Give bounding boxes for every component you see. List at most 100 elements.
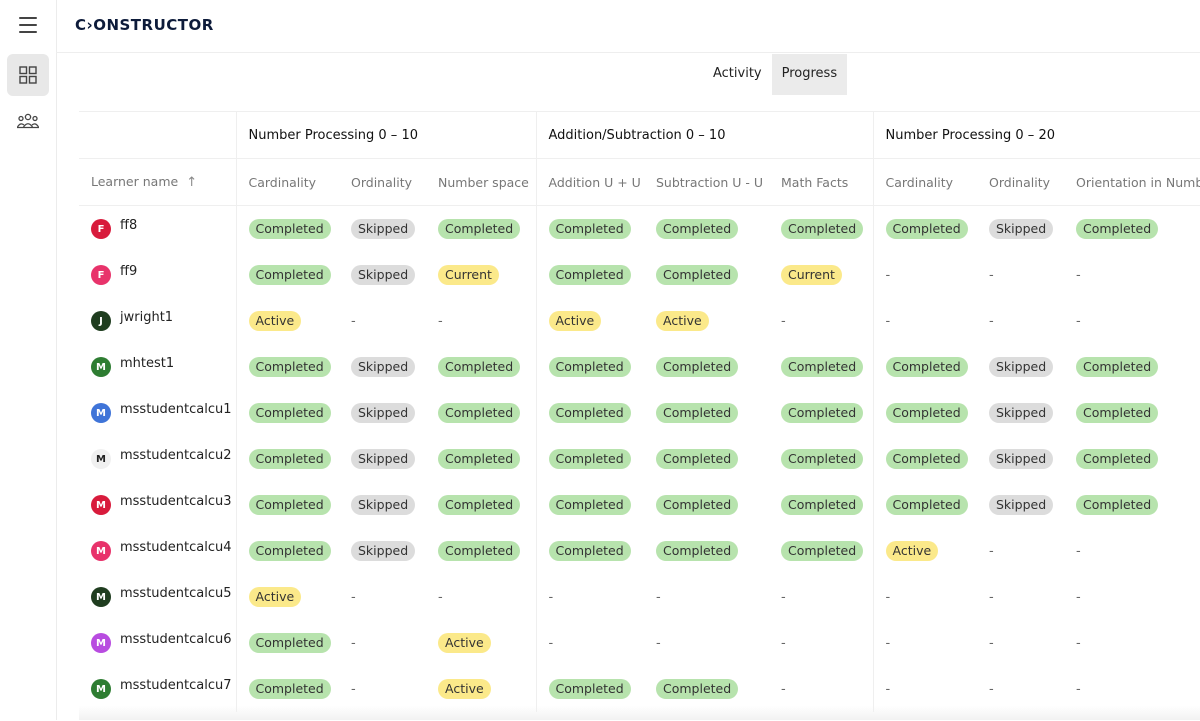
status-cell: Completed (426, 390, 536, 436)
status-cell: Skipped (977, 206, 1064, 253)
status-cell: Completed (1064, 482, 1200, 528)
status-cell: - (872, 666, 977, 712)
status-cell: Skipped (339, 206, 426, 253)
status-cell: Completed (644, 344, 769, 390)
status-badge: Completed (248, 633, 331, 653)
rail-item-dashboard[interactable] (7, 54, 49, 96)
status-cell: Completed (769, 436, 873, 482)
empty-status-dash: - (351, 589, 356, 605)
learner-name[interactable]: msstudentcalcu5 (120, 585, 232, 601)
tab-activity[interactable]: Activity (713, 66, 762, 81)
status-badge: Completed (248, 357, 331, 377)
status-cell: - (339, 666, 426, 712)
status-cell: Skipped (339, 528, 426, 574)
status-cell: Completed (535, 666, 644, 712)
status-badge: Completed (656, 449, 739, 469)
empty-status-dash: - (781, 635, 786, 651)
status-badge: Skipped (351, 403, 416, 423)
learner-name[interactable]: ff9 (120, 263, 138, 279)
status-badge: Active (548, 311, 602, 331)
status-badge: Active (656, 311, 709, 331)
learner-name[interactable]: msstudentcalcu3 (120, 493, 232, 509)
learner-name[interactable]: ff8 (120, 217, 138, 233)
status-badge: Skipped (351, 357, 416, 377)
rail-item-learners[interactable] (7, 100, 49, 142)
status-cell: Active (644, 298, 769, 344)
status-cell: - (977, 528, 1064, 574)
status-cell: Completed (235, 205, 339, 252)
status-cell: Skipped (339, 436, 426, 482)
status-badge: Completed (438, 495, 521, 515)
progress-table-container[interactable]: Number Processing 0 – 10 Addition/Subtra… (79, 111, 1200, 721)
learner-name[interactable]: jwright1 (120, 309, 174, 325)
status-cell: Completed (1064, 344, 1200, 390)
learner-name[interactable]: msstudentcalcu4 (120, 539, 232, 555)
empty-status-dash: - (989, 589, 994, 605)
status-cell: Completed (426, 436, 536, 482)
avatar: M (91, 679, 111, 699)
status-cell: Active (235, 298, 339, 344)
avatar: F (91, 219, 111, 239)
learner-name[interactable]: msstudentcalcu6 (120, 631, 232, 647)
status-cell: Completed (235, 390, 339, 436)
group-header: Number Processing 0 – 10 (235, 112, 536, 159)
status-badge: Completed (438, 541, 521, 561)
status-cell: Completed (644, 436, 769, 482)
learner-name[interactable]: msstudentcalcu7 (120, 677, 232, 693)
learner-name-header[interactable]: Learner name ↑ (79, 158, 236, 206)
empty-status-dash: - (351, 681, 356, 697)
status-cell: - (644, 574, 769, 620)
column-header-row: Learner name ↑ Cardinality Ordinality Num… (79, 158, 1200, 206)
status-cell: Completed (644, 528, 769, 574)
tab-progress[interactable]: Progress (771, 54, 848, 95)
status-cell: - (769, 666, 873, 712)
constructor-logo[interactable]: C›ONSTRUCTOR (75, 16, 214, 34)
column-header: Addition U + U (535, 158, 644, 206)
status-cell: Active (426, 620, 536, 666)
status-cell: Completed (535, 528, 644, 574)
status-badge: Current (781, 265, 842, 285)
status-badge: Completed (656, 219, 739, 239)
status-cell: - (769, 620, 873, 666)
learner-name[interactable]: mhtest1 (120, 355, 175, 371)
avatar: M (91, 357, 111, 377)
menu-hamburger-icon[interactable] (19, 17, 37, 33)
learner-name-header-label: Learner name (91, 174, 179, 189)
status-cell: - (872, 252, 977, 298)
group-header: Number Processing 0 – 20 (872, 112, 1200, 159)
status-cell: - (535, 620, 644, 666)
status-cell: Completed (644, 390, 769, 436)
avatar: M (91, 403, 111, 423)
status-cell: Completed (235, 666, 339, 712)
status-cell: Skipped (339, 252, 426, 298)
sort-ascending-icon[interactable]: ↑ (186, 175, 198, 190)
learner-name[interactable]: msstudentcalcu1 (120, 401, 232, 417)
status-cell: Completed (235, 344, 339, 390)
status-cell: Skipped (339, 390, 426, 436)
status-cell: Active (535, 298, 644, 344)
learner-name[interactable]: msstudentcalcu2 (120, 447, 232, 463)
